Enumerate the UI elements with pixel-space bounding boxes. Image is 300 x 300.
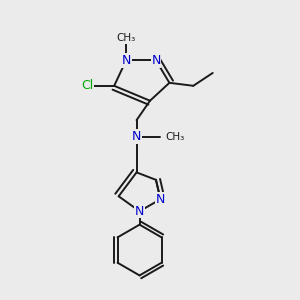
Text: Cl: Cl bbox=[81, 79, 93, 92]
Text: N: N bbox=[151, 54, 161, 67]
Text: N: N bbox=[132, 130, 141, 143]
Text: N: N bbox=[135, 205, 144, 218]
Text: N: N bbox=[156, 193, 165, 206]
Text: CH₃: CH₃ bbox=[165, 132, 184, 142]
Text: N: N bbox=[122, 54, 131, 67]
Text: CH₃: CH₃ bbox=[116, 33, 136, 43]
